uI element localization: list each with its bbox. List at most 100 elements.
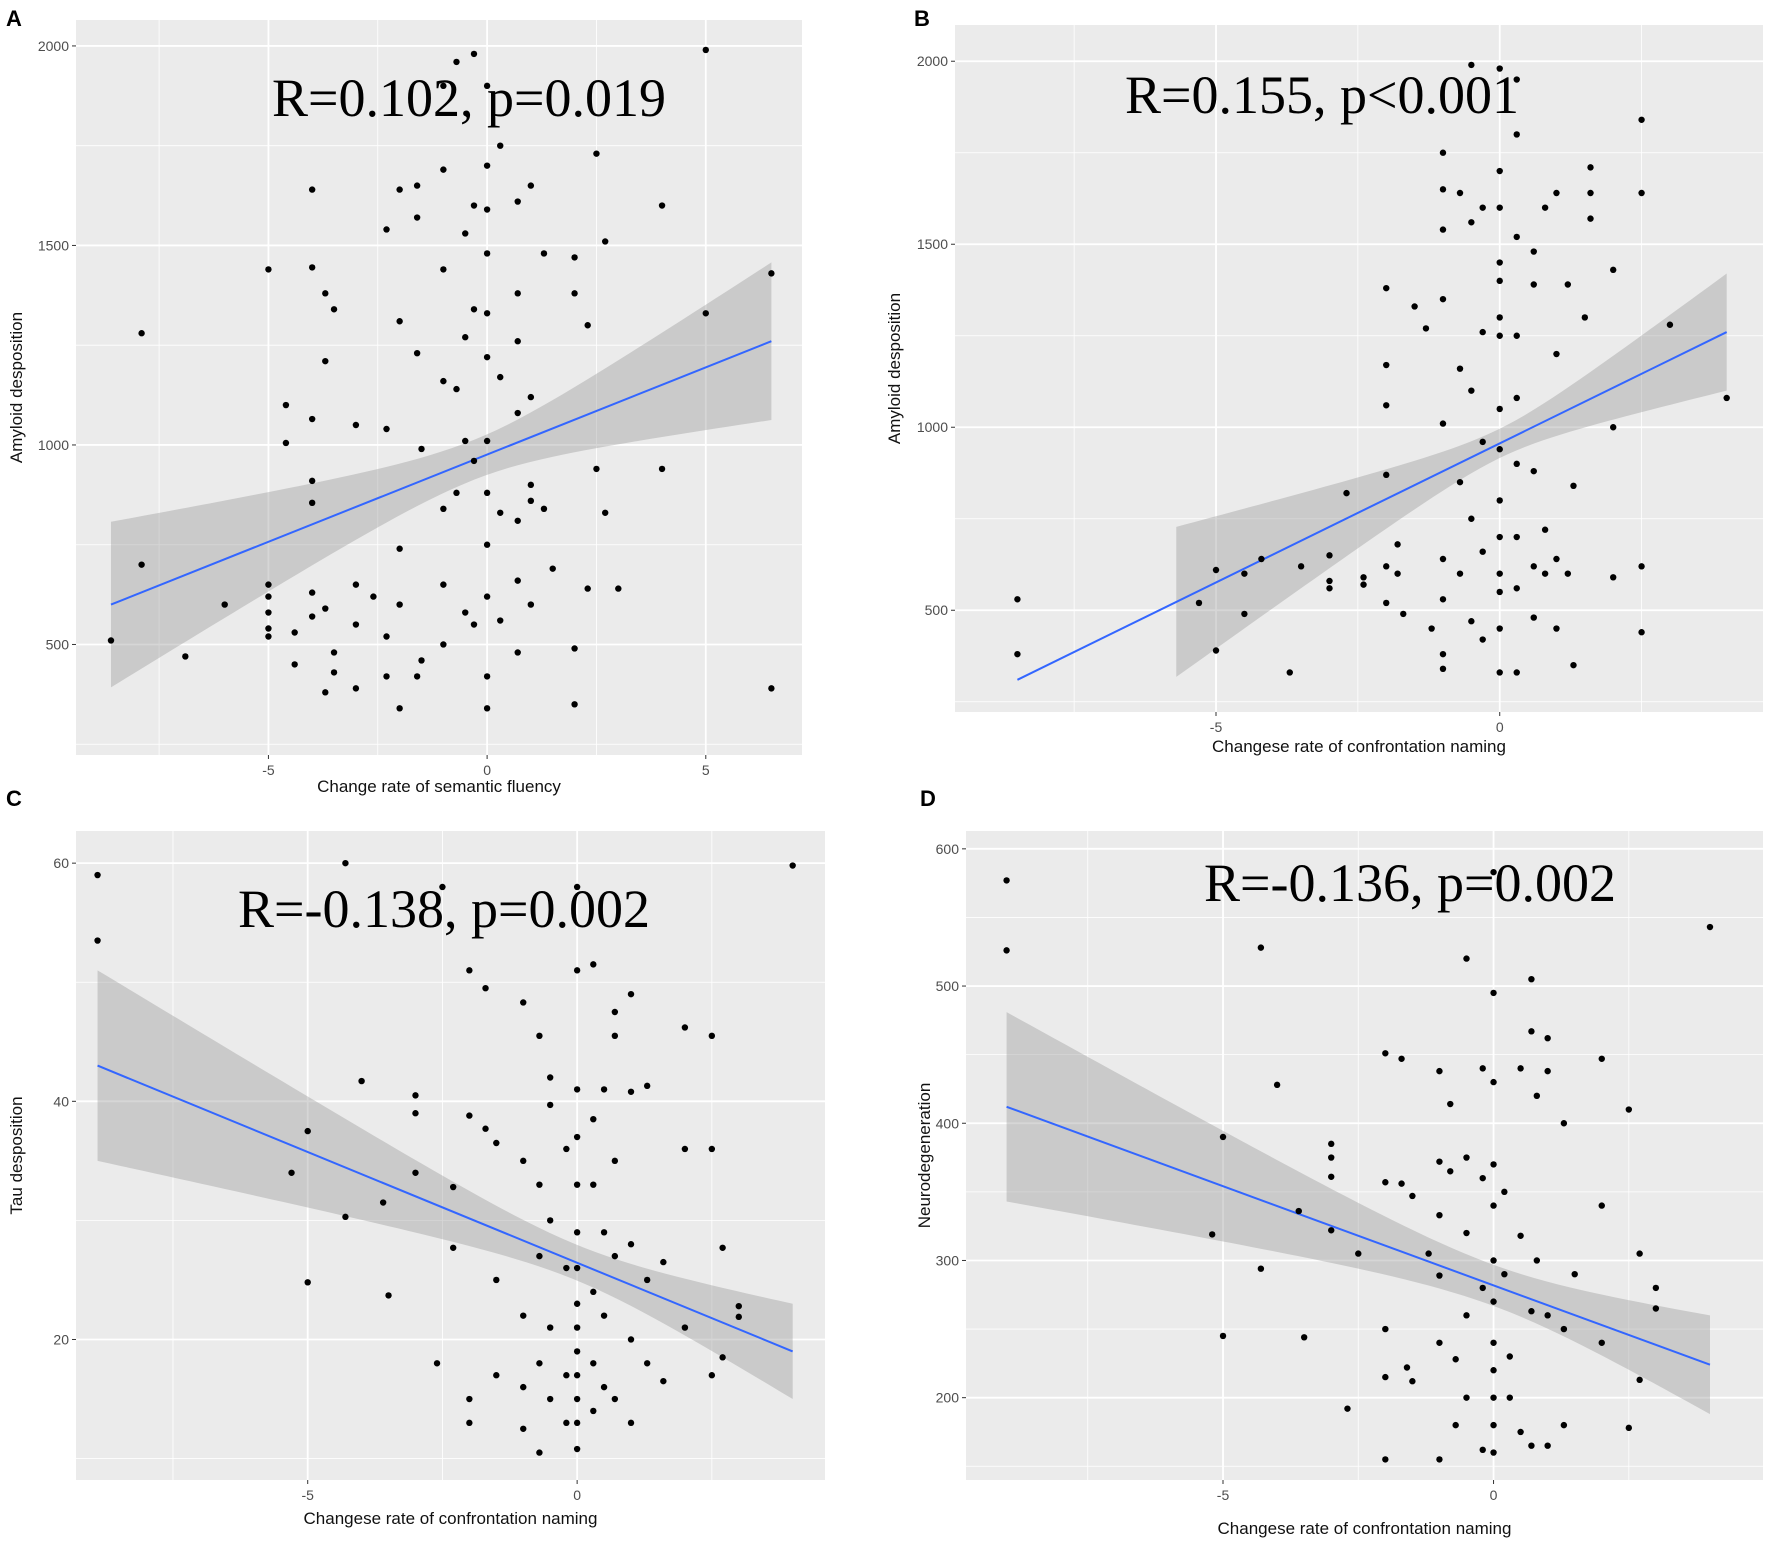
data-point bbox=[1513, 131, 1520, 138]
data-point bbox=[1490, 989, 1497, 997]
data-point bbox=[584, 322, 591, 329]
data-point bbox=[1425, 1250, 1432, 1257]
x-tick-label: -5 bbox=[262, 762, 275, 778]
data-point bbox=[483, 250, 491, 257]
data-point bbox=[1490, 1161, 1497, 1168]
data-point bbox=[600, 1086, 608, 1093]
data-point bbox=[439, 883, 446, 891]
plot-background bbox=[76, 20, 802, 755]
data-point bbox=[462, 609, 469, 616]
data-point bbox=[1528, 1442, 1535, 1449]
data-point bbox=[1530, 281, 1537, 288]
data-point bbox=[1501, 1188, 1508, 1196]
data-point bbox=[520, 999, 527, 1006]
data-point bbox=[1394, 570, 1401, 577]
data-point bbox=[546, 1324, 554, 1331]
data-point bbox=[493, 1139, 500, 1147]
data-point bbox=[520, 1312, 527, 1319]
panel-C: -5 0 20 40 60 R=-0.138, p=0.002 Changese rate … bbox=[6, 786, 825, 1528]
data-point bbox=[1610, 574, 1617, 581]
data-point bbox=[546, 1217, 554, 1224]
data-point bbox=[1564, 281, 1572, 288]
data-point bbox=[1014, 596, 1021, 603]
data-point bbox=[1382, 1050, 1389, 1057]
data-point bbox=[1533, 1092, 1541, 1100]
data-point bbox=[1479, 1284, 1486, 1292]
data-point bbox=[330, 649, 338, 656]
data-point bbox=[453, 385, 460, 393]
data-point bbox=[573, 967, 581, 974]
data-point bbox=[601, 509, 609, 516]
data-point bbox=[1479, 548, 1486, 555]
data-point bbox=[789, 862, 796, 869]
data-point bbox=[1490, 1394, 1497, 1401]
data-point bbox=[470, 457, 478, 465]
data-point bbox=[370, 593, 377, 600]
data-point bbox=[462, 437, 469, 445]
data-point bbox=[1587, 215, 1594, 222]
data-point bbox=[396, 318, 403, 325]
data-point bbox=[288, 1169, 295, 1176]
data-point bbox=[483, 489, 491, 497]
data-point bbox=[1513, 585, 1520, 592]
data-point bbox=[1496, 204, 1503, 211]
data-point bbox=[1533, 1257, 1541, 1264]
data-point bbox=[493, 1372, 500, 1379]
data-point bbox=[1490, 868, 1497, 876]
data-point bbox=[483, 353, 491, 361]
data-point bbox=[1513, 533, 1520, 541]
data-point bbox=[1638, 629, 1645, 636]
data-point bbox=[1208, 1231, 1216, 1238]
confidence-band bbox=[1176, 273, 1727, 677]
data-point bbox=[322, 605, 329, 612]
data-point bbox=[322, 357, 329, 365]
data-point bbox=[611, 1395, 619, 1403]
data-point bbox=[573, 1348, 581, 1355]
data-point bbox=[440, 266, 447, 273]
y-tick-label: 500 bbox=[925, 602, 949, 618]
data-point bbox=[1219, 1332, 1227, 1340]
data-point bbox=[1383, 563, 1390, 570]
data-point bbox=[470, 621, 478, 628]
data-point bbox=[1344, 1405, 1351, 1412]
data-point bbox=[352, 581, 360, 588]
y-axis-label: Amyloid desposition bbox=[7, 312, 26, 463]
data-point bbox=[1003, 877, 1010, 884]
data-point bbox=[1439, 186, 1447, 193]
regression-line bbox=[1006, 1105, 1711, 1366]
data-point bbox=[1544, 1067, 1551, 1075]
data-point bbox=[1666, 321, 1674, 328]
data-point bbox=[1014, 650, 1021, 658]
data-point bbox=[1456, 478, 1464, 486]
data-point bbox=[470, 306, 478, 313]
data-point bbox=[600, 1383, 608, 1391]
x-tick-label: -5 bbox=[1217, 1487, 1230, 1503]
data-point bbox=[1496, 570, 1503, 577]
x-tick-label: -5 bbox=[1210, 719, 1223, 735]
data-point bbox=[412, 1092, 419, 1099]
data-point bbox=[1355, 1250, 1362, 1257]
data-point bbox=[681, 1145, 689, 1153]
data-point bbox=[708, 1145, 716, 1153]
data-point bbox=[483, 593, 491, 600]
data-point bbox=[1468, 515, 1475, 522]
data-point bbox=[1398, 1180, 1405, 1187]
y-tick-label: 1000 bbox=[917, 419, 948, 435]
data-point bbox=[527, 393, 535, 401]
data-point bbox=[383, 226, 390, 233]
data-point bbox=[413, 673, 421, 680]
data-point bbox=[1300, 1334, 1308, 1341]
y-tick-label: 200 bbox=[936, 1390, 960, 1406]
data-point bbox=[322, 689, 329, 696]
data-point bbox=[1517, 1065, 1524, 1072]
data-point bbox=[1496, 533, 1503, 541]
data-point bbox=[1528, 1308, 1535, 1315]
data-point bbox=[1403, 1364, 1411, 1371]
data-point bbox=[1439, 420, 1447, 427]
data-point bbox=[536, 1032, 543, 1040]
data-point bbox=[440, 641, 447, 648]
data-point bbox=[546, 1395, 554, 1403]
data-point bbox=[1428, 625, 1435, 632]
data-point bbox=[514, 409, 521, 417]
confidence-band bbox=[97, 970, 793, 1400]
